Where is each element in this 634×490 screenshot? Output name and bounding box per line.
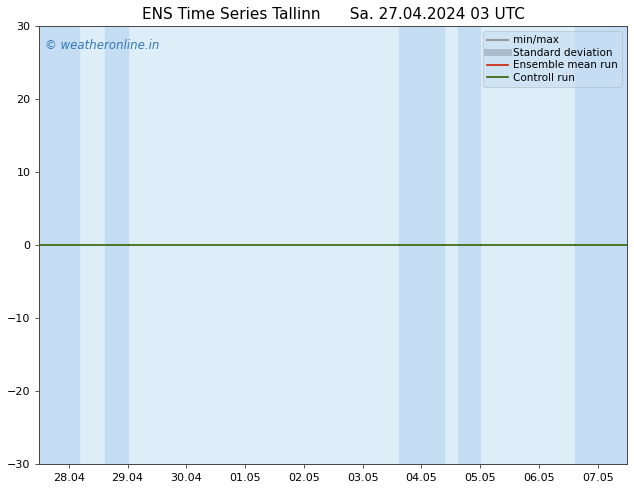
- Title: ENS Time Series Tallinn      Sa. 27.04.2024 03 UTC: ENS Time Series Tallinn Sa. 27.04.2024 0…: [142, 7, 525, 22]
- Bar: [105, 26, 127, 464]
- Legend: min/max, Standard deviation, Ensemble mean run, Controll run: min/max, Standard deviation, Ensemble me…: [482, 31, 622, 87]
- Bar: [575, 26, 627, 464]
- Bar: [399, 26, 444, 464]
- Bar: [458, 26, 480, 464]
- Bar: [39, 26, 79, 464]
- Text: © weatheronline.in: © weatheronline.in: [46, 39, 160, 52]
